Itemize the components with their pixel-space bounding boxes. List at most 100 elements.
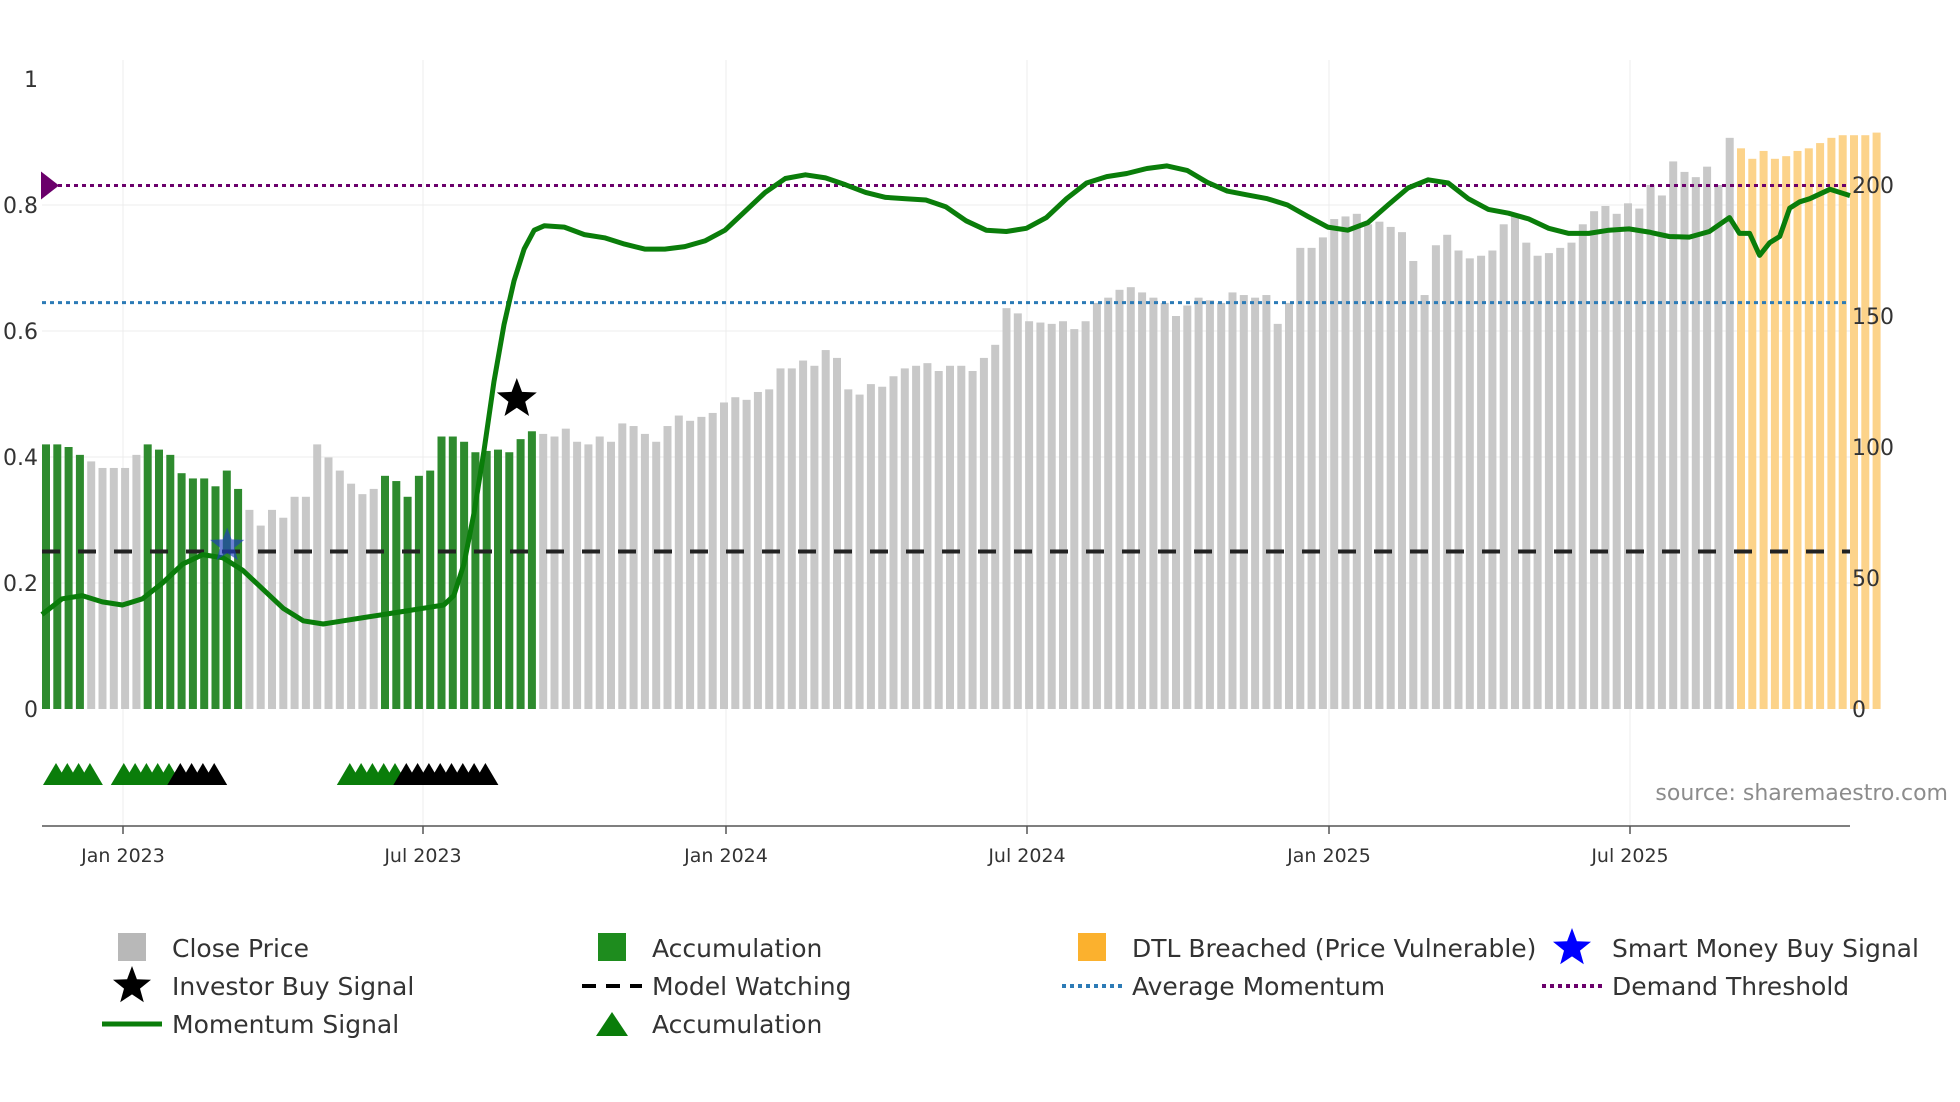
price-bar: [595, 436, 604, 709]
price-bar: [946, 365, 954, 709]
legend-item: Average Momentum: [1062, 972, 1385, 1001]
legend-item: Close Price: [118, 933, 309, 963]
price-bar: [437, 436, 446, 709]
price-bar: [245, 509, 254, 709]
right-axis-tick: 200: [1852, 174, 1894, 199]
price-bar: [708, 412, 717, 709]
price-bar: [426, 470, 435, 709]
price-bar: [505, 452, 514, 709]
price-bar: [1025, 321, 1034, 709]
price-bar: [991, 344, 1000, 709]
price-bar: [1511, 216, 1519, 709]
price-bar: [516, 439, 525, 709]
price-bar: [663, 426, 672, 709]
price-bar: [1398, 232, 1406, 709]
price-bars: [42, 132, 1881, 710]
price-bar: [369, 488, 378, 709]
price-bar: [1827, 137, 1836, 710]
price-bar: [155, 449, 163, 709]
price-bar: [776, 368, 785, 709]
price-bar: [1431, 245, 1440, 709]
price-bar: [866, 384, 875, 709]
price-bar: [448, 436, 457, 709]
price-bar: [968, 371, 977, 709]
price-bar: [188, 478, 197, 709]
price-bar: [1454, 250, 1463, 709]
price-bar: [1081, 321, 1090, 709]
price-bar: [1567, 242, 1576, 709]
price-bar: [833, 357, 841, 709]
price-bar: [618, 423, 627, 709]
signal-triangles: [43, 763, 499, 785]
price-bar: [1160, 302, 1169, 709]
price-bar: [1635, 208, 1644, 709]
price-bar: [640, 433, 649, 709]
price-bar: [494, 449, 502, 709]
x-axis-tick-label: Jan 2023: [80, 845, 165, 867]
price-bar: [324, 457, 333, 709]
price-bar: [211, 486, 220, 709]
smart-money-buy-star: [210, 527, 245, 561]
price-bar: [1556, 247, 1565, 709]
price-bar: [686, 420, 695, 709]
price-bar: [753, 391, 762, 709]
price-bar: [1680, 171, 1689, 709]
price-bar: [1872, 132, 1881, 710]
price-bar: [347, 483, 356, 709]
price-bar: [301, 496, 310, 709]
legend-item: Smart Money Buy Signal: [1553, 928, 1919, 965]
price-bar: [1624, 203, 1632, 709]
price-bar: [1770, 158, 1779, 710]
price-bar: [742, 399, 751, 709]
left-axis-tick: 0.6: [3, 320, 38, 345]
price-bar: [821, 350, 830, 709]
signal-triangle: [472, 763, 499, 785]
reference-lines: [41, 171, 1850, 554]
price-bar: [1149, 297, 1158, 709]
price-bar: [1420, 295, 1429, 709]
left-axis-tick: 1: [24, 68, 38, 93]
legend-label: Accumulation: [652, 934, 822, 963]
legend-star-icon: [1553, 928, 1591, 965]
date-axis: Jan 2023 Jul 2023 Jan 2024 Jul 2024 Jan 2025…: [42, 825, 1850, 867]
price-bar: [1104, 297, 1113, 709]
price-bar: [527, 431, 536, 709]
price-bar: [1375, 221, 1384, 709]
legend-triangle-icon: [596, 1012, 628, 1036]
price-bar: [584, 444, 593, 709]
price-bar: [1646, 185, 1655, 709]
x-axis-tick-label: Jul 2025: [1590, 845, 1668, 867]
demand-threshold-marker: [41, 171, 59, 200]
price-bar: [1386, 226, 1395, 710]
legend-star-icon: [113, 966, 151, 1003]
price-bar: [1443, 234, 1452, 709]
left-axis-tick: 0.8: [3, 194, 38, 219]
price-bar: [1285, 302, 1293, 709]
price-bar: [550, 436, 559, 709]
price-bar: [1172, 316, 1180, 709]
price-bar: [1804, 148, 1813, 709]
legend-swatch: [118, 933, 146, 961]
price-bar: [1793, 150, 1802, 709]
price-bar: [1465, 258, 1474, 709]
legend-item: Investor Buy Signal: [113, 966, 414, 1003]
source-label: source: sharemaestro.com: [1655, 781, 1948, 806]
price-bar: [414, 475, 423, 709]
legend-item: Demand Threshold: [1542, 972, 1849, 1001]
right-axis-tick: 50: [1852, 567, 1880, 592]
price-bar: [720, 402, 728, 709]
price-bar: [98, 467, 107, 709]
legend-label: Accumulation: [652, 1010, 822, 1039]
price-bar: [844, 389, 853, 709]
price-bar: [358, 494, 367, 709]
price-bar: [1217, 302, 1226, 709]
price-bar: [290, 496, 299, 709]
price-bar: [889, 376, 898, 709]
price-bar: [1657, 195, 1666, 710]
price-bar: [1307, 247, 1316, 709]
price-bar: [697, 416, 706, 709]
left-axis-tick: 0.4: [3, 446, 38, 471]
price-bar: [1669, 161, 1678, 710]
price-bar: [652, 441, 661, 709]
price-bar: [53, 444, 62, 709]
